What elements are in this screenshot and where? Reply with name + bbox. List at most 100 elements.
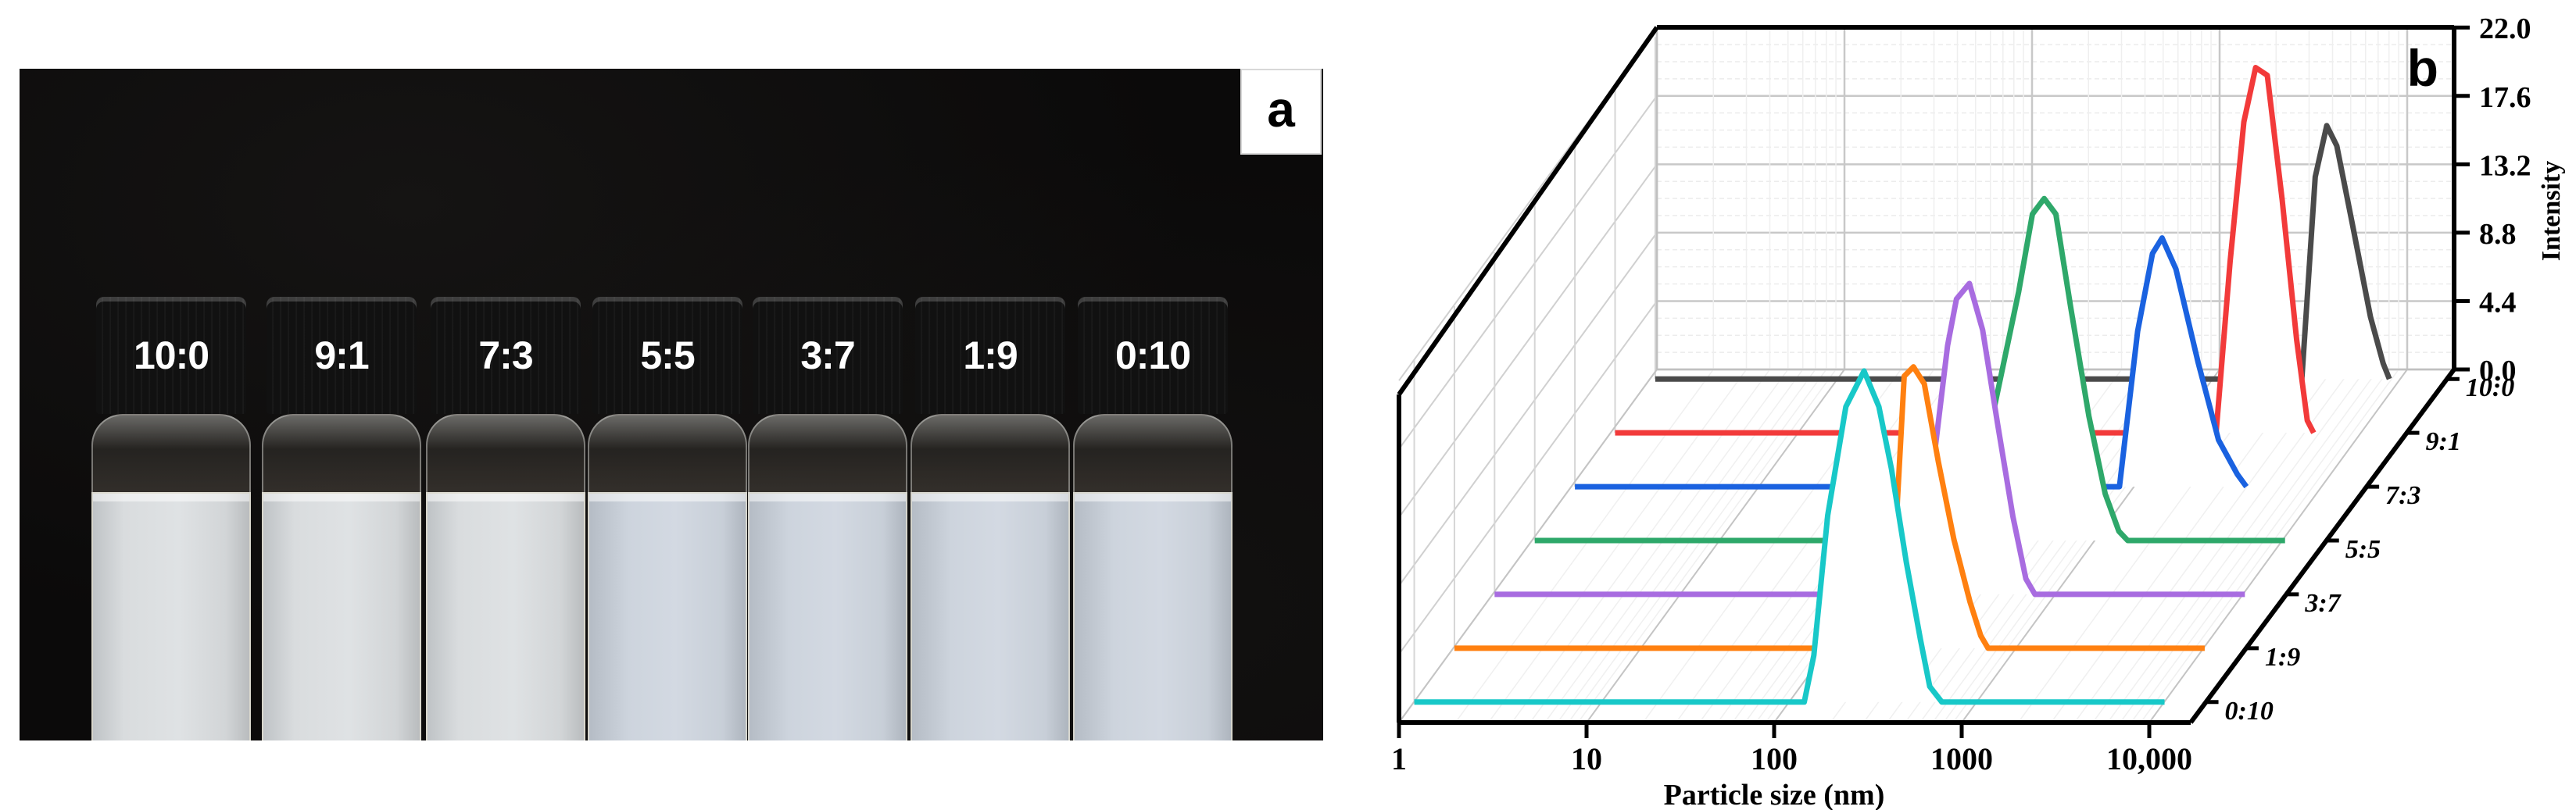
series-line-5-5 xyxy=(1534,195,2285,544)
floor-gridline xyxy=(1642,369,1902,723)
vial: 10:0 xyxy=(91,297,251,740)
vial-ratio-label: 9:1 xyxy=(314,334,369,377)
floor-gridline xyxy=(1919,369,2179,723)
series-line-0-10 xyxy=(1414,368,2165,705)
panel-label-a: a xyxy=(1240,69,1322,155)
vial-neck xyxy=(1073,414,1233,500)
vial-ratio-label: 10:0 xyxy=(133,334,209,377)
vial-cap: 9:1 xyxy=(267,297,417,414)
x-axis-title: Particle size (nm) xyxy=(1664,779,1885,810)
vial: 7:3 xyxy=(426,297,585,740)
series-line-9-1 xyxy=(1615,64,2317,436)
photo-panel-a: 10:0 9:1 7:3 5:5 3:7 1:9 0:10 xyxy=(20,69,1323,740)
x-tick-label: 10,000 xyxy=(2106,741,2192,776)
floor-gridline xyxy=(1952,369,2212,723)
depth-tick-label: 5:5 xyxy=(2345,535,2381,564)
floor-gridline xyxy=(1511,369,1771,723)
floor-gridline xyxy=(1773,369,2033,723)
floor-gridline xyxy=(1961,369,2220,723)
floor-gridline xyxy=(1765,369,2024,723)
vial-ratio-label: 0:10 xyxy=(1114,334,1191,377)
series-line-10-0 xyxy=(1655,123,2392,382)
floor-gridline xyxy=(1862,369,2123,723)
vial-ratio-label: 5:5 xyxy=(640,334,695,377)
floor-gridline xyxy=(2017,369,2277,723)
floor-gridline xyxy=(1487,369,1748,723)
floor-gridline xyxy=(1577,369,1837,723)
floor-gridline xyxy=(1717,369,1977,723)
floor-gridline xyxy=(1454,369,1714,723)
depth-tick-label: 0:10 xyxy=(2225,697,2274,726)
series-occluder xyxy=(1615,67,2314,434)
vial-cap: 7:3 xyxy=(431,297,581,414)
vial-neck xyxy=(262,414,421,500)
vial: 3:7 xyxy=(748,297,907,740)
panel-label-b: b xyxy=(2407,39,2438,97)
floor-gridline xyxy=(2131,369,2390,723)
floor-gridline xyxy=(1744,369,2004,723)
floor-gridline xyxy=(1398,369,1658,723)
floor-gridline xyxy=(1755,369,2015,723)
left-wall-gridline xyxy=(1398,300,1658,655)
vial: 9:1 xyxy=(262,297,421,740)
floor-gridline xyxy=(1586,369,1845,723)
depth-tick-label: 1:9 xyxy=(2265,643,2300,672)
floor-gridline xyxy=(1905,369,2164,723)
left-wall-gridline xyxy=(1398,95,1658,450)
floor-gridline xyxy=(1943,369,2202,723)
vial-neck xyxy=(91,414,251,500)
vial-emulsion xyxy=(1073,492,1233,740)
series-occluder xyxy=(1534,198,2285,541)
vial-ratio-label: 7:3 xyxy=(478,334,533,377)
floor-gridline xyxy=(1568,369,1827,723)
y-tick-label: 22.0 xyxy=(2479,12,2531,45)
vial-cap: 0:10 xyxy=(1078,297,1228,414)
left-top-edge xyxy=(1397,26,1659,396)
floor-gridline xyxy=(2050,369,2310,723)
left-wall-gridline xyxy=(1398,163,1658,518)
floor-gridline xyxy=(1698,369,1959,723)
left-wall-gridline xyxy=(1398,232,1658,587)
series-line-1-9 xyxy=(1454,364,2205,651)
x-tick-label: 10 xyxy=(1571,741,1602,776)
series-occluder xyxy=(1575,237,2247,487)
series-line-3-7 xyxy=(1494,280,2245,598)
floor-gridline xyxy=(2140,369,2399,723)
vial-ratio-label: 3:7 xyxy=(800,334,855,377)
x-tick-label: 1000 xyxy=(1930,741,1993,776)
series-occluder xyxy=(1655,125,2390,380)
depth-tick-label: 9:1 xyxy=(2426,427,2461,456)
y-tick-label: 13.2 xyxy=(2479,149,2531,182)
series-occluder xyxy=(1414,370,2165,702)
floor-gridline xyxy=(1830,369,2089,723)
floor-gridline xyxy=(1557,369,1816,723)
vial: 5:5 xyxy=(588,297,747,740)
vial-emulsion xyxy=(911,492,1070,740)
floor-gridline xyxy=(1530,369,1789,723)
floor-gridline xyxy=(1544,369,1804,723)
depth-tick-label: 10:0 xyxy=(2466,373,2514,402)
vial-emulsion xyxy=(426,492,585,740)
x-tick-label: 1 xyxy=(1391,741,1407,776)
floor-gridline xyxy=(2148,369,2408,723)
vial-neck xyxy=(426,414,585,500)
depth-axis xyxy=(2188,368,2456,724)
y-axis-title: Intensity xyxy=(2537,161,2566,261)
floor-gridline xyxy=(1732,369,1991,723)
y-tick-label: 17.6 xyxy=(2479,81,2531,114)
floor-gridline xyxy=(2073,369,2334,723)
series-occluder xyxy=(1494,283,2245,594)
floor-gridline xyxy=(2120,369,2379,723)
floor-gridline xyxy=(1932,369,2191,723)
left-wall-gridline xyxy=(1398,27,1658,381)
y-tick-label: 8.8 xyxy=(2479,218,2517,251)
vial-emulsion xyxy=(262,492,421,740)
vial: 0:10 xyxy=(1073,297,1233,740)
y-tick-label: 0.0 xyxy=(2479,355,2517,387)
depth-tick-label: 7:3 xyxy=(2385,481,2420,510)
vial-cap: 10:0 xyxy=(96,297,246,414)
vial-cap: 5:5 xyxy=(592,297,742,414)
left-wall-gridline xyxy=(1398,369,1658,723)
vial: 1:9 xyxy=(911,297,1070,740)
vial-ratio-label: 1:9 xyxy=(963,334,1018,377)
